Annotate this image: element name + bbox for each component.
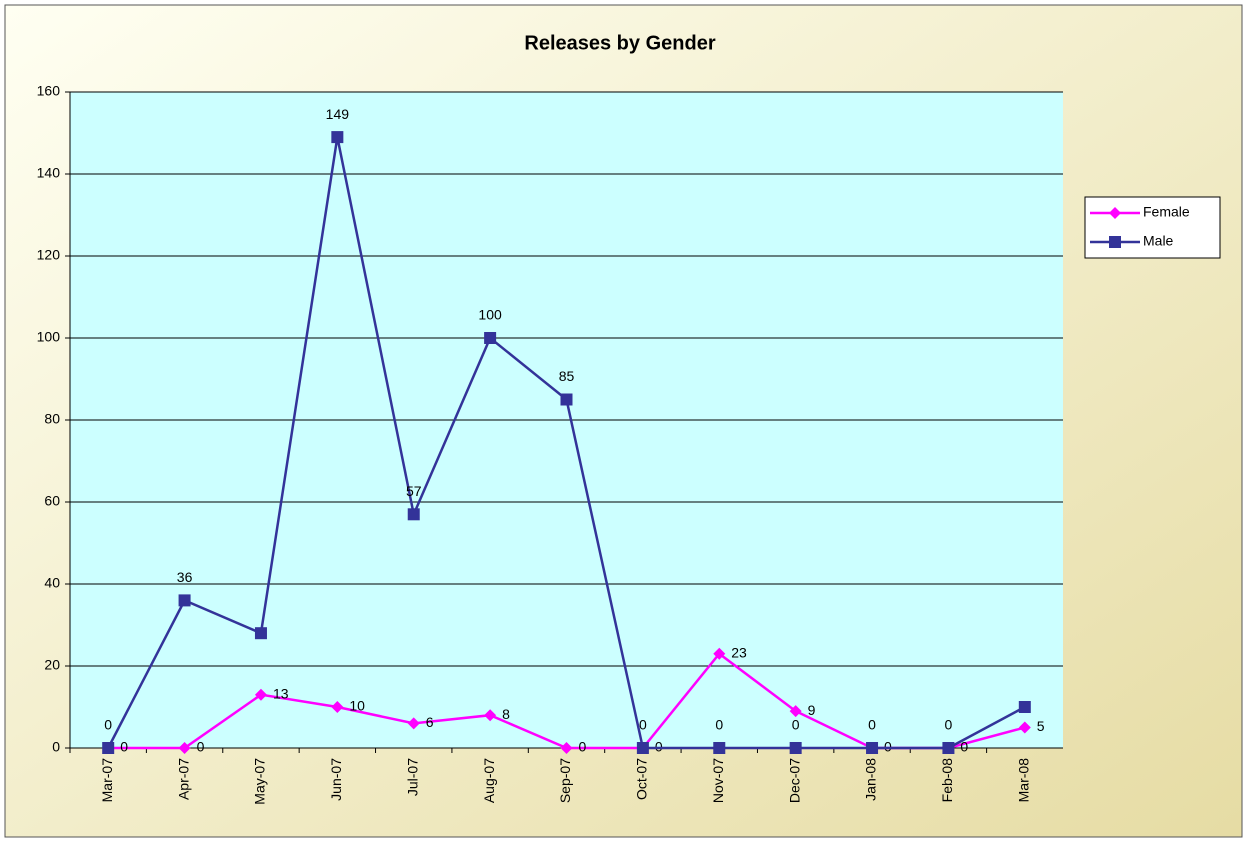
data-label: 36 [177, 569, 193, 585]
marker [254, 627, 267, 640]
x-tick-label: Jan-08 [863, 758, 879, 801]
marker [942, 742, 955, 754]
data-label: 23 [731, 644, 747, 660]
x-tick-label: Mar-07 [99, 758, 115, 803]
data-label: 0 [960, 739, 968, 755]
x-tick-label: Feb-08 [939, 758, 955, 803]
y-tick-label: 0 [52, 739, 60, 755]
x-tick-label: Aug-07 [481, 758, 497, 803]
x-tick-label: Jun-07 [328, 758, 344, 801]
marker [560, 742, 573, 754]
data-label: 10 [349, 698, 365, 714]
x-tick-label: Mar-08 [1016, 758, 1032, 803]
x-tick-label: Nov-07 [710, 758, 726, 803]
x-tick-label: Sep-07 [557, 758, 573, 803]
x-tick-label: Dec-07 [786, 758, 802, 803]
data-label: 0 [655, 739, 663, 755]
marker [866, 742, 879, 754]
x-tick-label: Jul-07 [404, 758, 420, 796]
x-tick-label: May-07 [252, 758, 268, 805]
data-label: 13 [273, 685, 289, 701]
data-label: 0 [639, 717, 647, 733]
y-tick-label: 20 [44, 657, 60, 673]
legend [1084, 196, 1221, 259]
data-label: 0 [715, 717, 723, 733]
marker [178, 742, 191, 754]
y-tick-label: 80 [44, 411, 60, 427]
chart-title: Releases by Gender [524, 32, 715, 54]
y-tick-label: 40 [44, 575, 60, 591]
data-label: 149 [326, 106, 350, 122]
data-label: 0 [104, 717, 112, 733]
data-label: 0 [945, 717, 953, 733]
y-tick-label: 100 [37, 329, 61, 345]
legend-label: Female [1143, 204, 1190, 220]
y-tick-label: 160 [37, 83, 61, 99]
marker [1018, 701, 1031, 713]
data-label: 0 [792, 717, 800, 733]
data-label: 0 [120, 739, 128, 755]
marker [178, 594, 191, 607]
marker [560, 393, 573, 406]
marker [636, 742, 649, 754]
y-tick-label: 140 [37, 165, 61, 181]
marker [407, 717, 420, 730]
x-tick-label: Oct-07 [634, 758, 650, 800]
data-label: 0 [579, 739, 587, 755]
marker [1018, 721, 1031, 734]
x-tick-label: Apr-07 [175, 758, 191, 800]
data-label: 85 [559, 368, 575, 384]
y-tick-label: 60 [44, 493, 60, 509]
data-label: 6 [426, 714, 434, 730]
data-label: 9 [808, 702, 816, 718]
marker [102, 742, 115, 754]
marker [789, 742, 802, 754]
data-label: 0 [884, 739, 892, 755]
marker [254, 688, 267, 701]
marker [789, 705, 802, 718]
marker [331, 131, 344, 144]
marker [484, 709, 497, 722]
data-label: 100 [478, 307, 502, 323]
data-label: 0 [197, 739, 205, 755]
marker [713, 647, 726, 660]
data-label: 0 [868, 717, 876, 733]
data-label: 5 [1037, 718, 1045, 734]
legend-label: Male [1143, 233, 1174, 249]
y-tick-label: 120 [37, 247, 61, 263]
marker [1109, 207, 1121, 219]
marker [407, 508, 420, 521]
marker [331, 701, 344, 713]
marker [1109, 236, 1121, 248]
marker [713, 742, 726, 754]
marker [484, 332, 497, 344]
data-label: 57 [406, 483, 422, 499]
data-label: 8 [502, 706, 510, 722]
